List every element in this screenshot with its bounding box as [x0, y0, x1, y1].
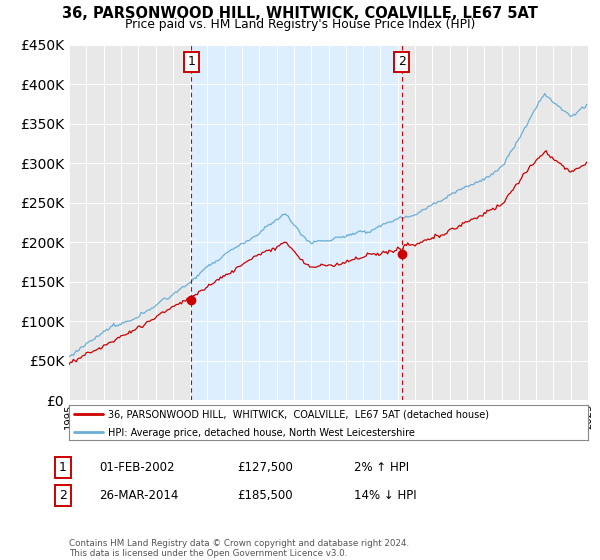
Text: 1: 1 [59, 461, 67, 474]
Text: Contains HM Land Registry data © Crown copyright and database right 2024.
This d: Contains HM Land Registry data © Crown c… [69, 539, 409, 558]
Text: Price paid vs. HM Land Registry's House Price Index (HPI): Price paid vs. HM Land Registry's House … [125, 18, 475, 31]
Text: HPI: Average price, detached house, North West Leicestershire: HPI: Average price, detached house, Nort… [108, 428, 415, 438]
Text: 36, PARSONWOOD HILL, WHITWICK, COALVILLE, LE67 5AT: 36, PARSONWOOD HILL, WHITWICK, COALVILLE… [62, 6, 538, 21]
Text: 14% ↓ HPI: 14% ↓ HPI [354, 489, 416, 502]
Text: 36, PARSONWOOD HILL,  WHITWICK,  COALVILLE,  LE67 5AT (detached house): 36, PARSONWOOD HILL, WHITWICK, COALVILLE… [108, 409, 489, 419]
Text: 01-FEB-2002: 01-FEB-2002 [99, 461, 175, 474]
Text: £127,500: £127,500 [237, 461, 293, 474]
Text: £185,500: £185,500 [237, 489, 293, 502]
Text: 1: 1 [188, 55, 196, 68]
Text: 2% ↑ HPI: 2% ↑ HPI [354, 461, 409, 474]
Bar [191, 45, 401, 400]
Text: 26-MAR-2014: 26-MAR-2014 [99, 489, 178, 502]
Text: 2: 2 [59, 489, 67, 502]
Text: 2: 2 [398, 55, 406, 68]
